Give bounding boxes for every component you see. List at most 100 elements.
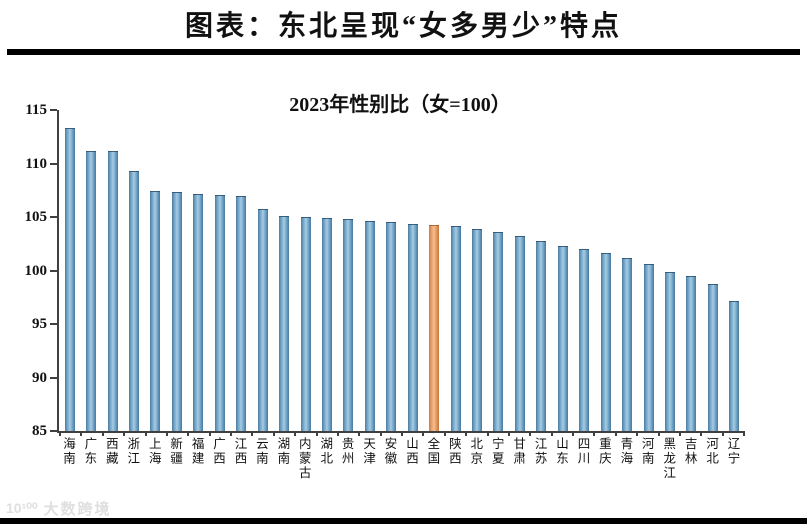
x-tick-mark: [486, 431, 489, 436]
x-axis-label: 宁夏: [489, 437, 504, 466]
bar: [450, 225, 461, 431]
x-axis-label: 内蒙古: [296, 437, 311, 481]
y-tick-mark: [50, 323, 57, 325]
x-tick-mark: [336, 431, 339, 436]
y-tick-mark: [50, 216, 57, 218]
bar-slot: [595, 110, 616, 431]
x-tick-mark: [272, 431, 275, 436]
x-tick-mark: [529, 431, 532, 436]
bar: [386, 222, 397, 431]
bar: [171, 192, 182, 431]
bar-slot: [531, 110, 552, 431]
bar-slot: [724, 110, 745, 431]
x-axis-label: 甘肃: [511, 437, 526, 466]
bar-series: [59, 110, 745, 431]
bar: [557, 245, 568, 431]
x-tick-mark: [572, 431, 574, 436]
x-axis-label: 新疆: [168, 437, 183, 466]
x-tick-mark: [507, 431, 510, 436]
bar-slot: [445, 110, 466, 431]
x-tick-mark: [550, 431, 553, 436]
watermark-brand: 大数跨境: [43, 501, 112, 518]
bar: [729, 300, 740, 431]
x-tick-mark: [251, 431, 254, 436]
x-axis-label: 吉林: [682, 437, 697, 466]
x-axis-label: 上海: [146, 437, 161, 466]
x-tick-mark: [593, 431, 596, 436]
x-axis-label: 贵州: [339, 437, 354, 466]
x-tick-mark: [422, 431, 425, 436]
bar-slot: [231, 110, 252, 431]
bar: [300, 217, 311, 431]
x-axis-label: 山东: [554, 437, 569, 466]
x-tick-mark: [743, 431, 745, 436]
x-axis-label: 广西: [211, 437, 226, 466]
bar: [193, 193, 204, 431]
x-axis-label: 江西: [232, 437, 247, 466]
bar-slot: [616, 110, 637, 431]
x-axis-label: 安徽: [382, 437, 397, 466]
bar: [472, 228, 483, 431]
bar-slot: [209, 110, 230, 431]
bottom-divider-rule: [0, 518, 807, 524]
x-axis-label: 河南: [639, 437, 654, 466]
x-axis-label: 湖南: [275, 437, 290, 466]
bar-slot: [659, 110, 680, 431]
bar: [686, 275, 697, 431]
bar-slot: [338, 110, 359, 431]
bar-slot: [681, 110, 702, 431]
x-axis-label: 云南: [253, 437, 268, 466]
bar-slot: [552, 110, 573, 431]
bar: [536, 240, 547, 431]
x-tick-mark: [187, 431, 190, 436]
y-tick-mark: [50, 269, 57, 272]
chart-title: 2023年性别比（女=100）: [289, 94, 511, 116]
bar-slot: [488, 110, 509, 431]
bar: [664, 271, 675, 431]
y-tick-label: 90: [32, 369, 47, 386]
y-tick-label: 100: [24, 262, 48, 279]
bar-slot: [273, 110, 294, 431]
bar: [579, 249, 590, 431]
bar: [129, 171, 140, 431]
bar: [214, 194, 225, 431]
x-axis-label: 河北: [704, 437, 719, 466]
bar: [493, 232, 504, 431]
bar-slot: [702, 110, 723, 431]
bar-slot: [80, 110, 101, 431]
x-axis-labels: 海南 广东 西藏 浙江 上海 新疆 福建 广西 江西 云南 湖南 内蒙古 湖北 贵州 天津 安徽 山西 全国 陕西北…: [57, 437, 743, 481]
bar: [86, 150, 97, 431]
x-tick-mark: [401, 431, 403, 436]
y-tick-mark: [50, 162, 57, 165]
watermark: 10¹⁰⁰ 大数跨境: [6, 498, 111, 519]
x-axis-label: 四川: [575, 437, 590, 466]
x-axis-label: 辽宁: [725, 437, 740, 466]
bar-slot: [316, 110, 337, 431]
x-axis-label: 重庆: [596, 437, 611, 466]
watermark-logo-icon: 10¹⁰⁰: [6, 500, 38, 516]
bar: [707, 284, 718, 431]
bar: [236, 195, 247, 431]
x-axis-label: 青海: [618, 437, 633, 466]
x-axis-label: 福建: [189, 437, 204, 466]
x-axis-label: 陕西: [446, 437, 461, 466]
y-tick-label: 105: [24, 209, 48, 225]
x-tick-mark: [101, 431, 104, 436]
x-tick-mark: [443, 431, 446, 436]
bar-slot: [402, 110, 423, 431]
bar-slot: [166, 110, 187, 431]
x-tick-mark: [636, 431, 639, 436]
bar: [257, 208, 268, 431]
bar: [343, 219, 354, 431]
x-tick-mark: [144, 431, 147, 436]
x-tick-mark: [358, 431, 361, 436]
x-tick-mark: [379, 431, 382, 436]
y-tick-mark: [50, 109, 57, 111]
bar-slot: [123, 110, 144, 431]
bar: [107, 150, 118, 431]
x-tick-mark: [678, 431, 681, 436]
y-tick-mark: [50, 376, 57, 379]
y-tick-label: 110: [25, 155, 47, 172]
bar: [622, 257, 633, 431]
bar-slot: [102, 110, 123, 431]
